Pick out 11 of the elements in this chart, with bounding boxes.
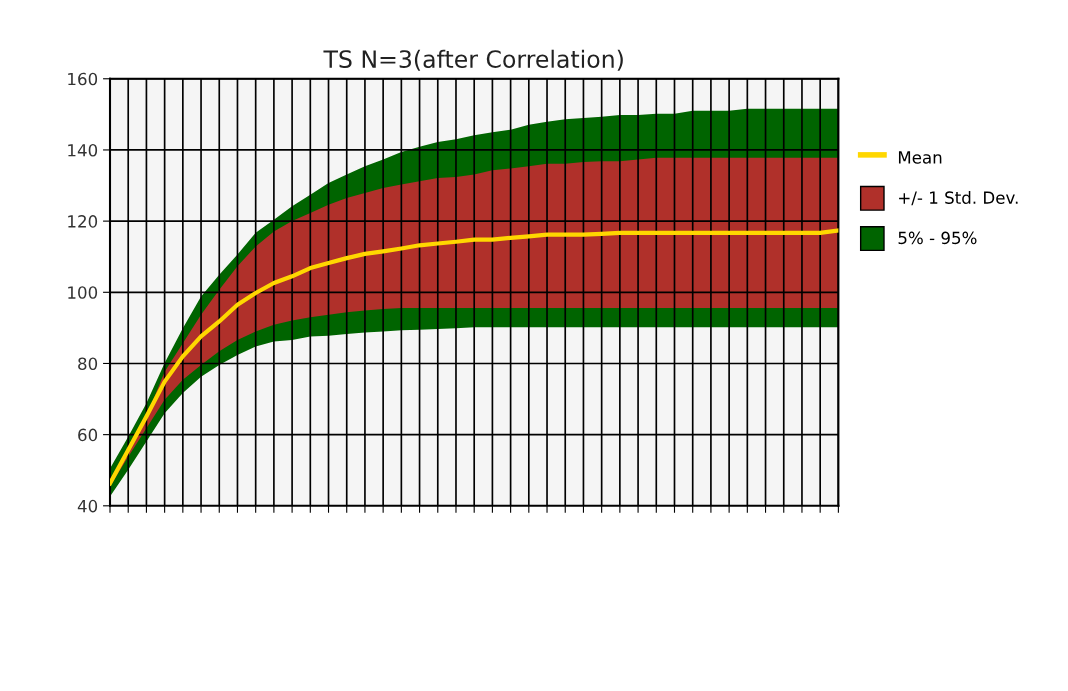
legend-label: Mean — [898, 151, 942, 164]
y-tick-label: 80 — [78, 357, 98, 371]
legend-label: +/- 1 Std. Dev. — [899, 191, 1018, 206]
y-tick-label: 40 — [77, 499, 98, 513]
legend-label: 5% - 95% — [898, 231, 977, 245]
y-tick-label: 140 — [68, 143, 98, 157]
y-tick-label: 120 — [68, 215, 98, 228]
y-tick-label: 100 — [68, 286, 98, 299]
chart-title: TS N=3(after Correlation) — [323, 49, 623, 71]
y-tick-label: 60 — [78, 428, 98, 442]
y-tick-label: 160 — [68, 72, 98, 86]
